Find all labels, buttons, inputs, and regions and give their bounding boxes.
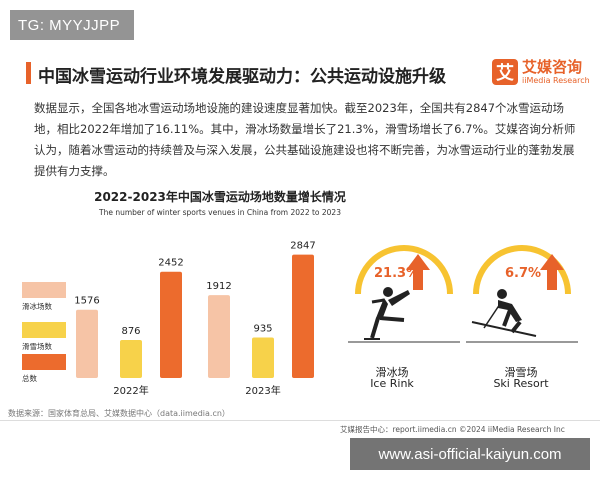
page-title: 中国冰雪运动行业环境发展驱动力：公共运动设施升级 <box>38 67 446 87</box>
arrow-up-icon <box>540 254 564 290</box>
legend-swatch <box>22 282 66 298</box>
ice-rink-growth: 21.3% <box>374 266 420 281</box>
category-label: 2023年 <box>245 384 280 397</box>
bar-chart: 1576 876 2452 2022年 1912 935 2847 2023年 <box>74 241 315 397</box>
ski-resort-label-cn: 滑雪场 <box>504 366 538 379</box>
bar-value-label: 935 <box>253 323 272 334</box>
ski-resort-stat-graphic <box>466 245 578 343</box>
data-source: 数据来源：国家体育总局、艾媒数据中心（data.iimedia.cn） <box>8 409 230 418</box>
bar-2-3 <box>292 254 314 378</box>
ice-rink-stat-graphic <box>348 245 460 343</box>
bar-2-2 <box>252 337 274 378</box>
bar-value-label: 1576 <box>74 296 99 307</box>
skier-icon <box>471 289 537 337</box>
legend-item: 总数 <box>22 354 66 384</box>
bar-1-2 <box>120 340 142 378</box>
legend-label: 滑雪场数 <box>22 342 52 351</box>
footer-credits: 艾媒报告中心：report.iimedia.cn ©2024 iiMedia R… <box>340 425 565 434</box>
bar-1-3 <box>160 271 182 378</box>
brand-logo: 艾 艾媒咨询 iiMedia Research <box>492 59 590 85</box>
ice-skater-icon <box>364 287 410 340</box>
logo-mark-icon: 艾 <box>492 59 518 85</box>
bar-value-label: 1912 <box>206 281 231 292</box>
watermark-top: TG: MYYJJPP <box>10 10 134 40</box>
legend-item: 滑雪场数 <box>22 322 66 352</box>
ice-rink-label-cn: 滑冰场 <box>375 366 409 379</box>
footer-divider <box>0 420 600 421</box>
chart-title: 2022-2023年中国冰雪运动场地数量增长情况 <box>94 190 346 204</box>
legend-swatch <box>22 322 66 338</box>
ski-resort-growth: 6.7% <box>505 266 542 281</box>
legend-item: 滑冰场数 <box>22 282 66 312</box>
title-accent-bar <box>26 62 31 84</box>
legend-swatch <box>22 354 66 370</box>
category-label: 2022年 <box>113 384 148 397</box>
watermark-bottom: www.asi-official-kaiyun.com <box>350 438 590 470</box>
bar-value-label: 2847 <box>290 241 315 252</box>
bar-value-label: 2452 <box>158 258 183 269</box>
bar-2-1 <box>208 295 230 378</box>
ski-resort-label-en: Ski Resort <box>493 377 549 390</box>
bar-value-label: 876 <box>121 326 140 337</box>
arrow-up-icon <box>406 254 430 290</box>
logo-cn: 艾媒咨询 <box>522 57 583 76</box>
logo-text: 艾媒咨询 iiMedia Research <box>522 57 590 85</box>
summary-paragraph: 数据显示，全国各地冰雪运动场地设施的建设速度显著加快。截至2023年，全国共有2… <box>34 101 576 178</box>
bar-1-1 <box>76 309 98 378</box>
ice-rink-label-en: Ice Rink <box>370 377 414 390</box>
ski-resort-ring <box>473 245 571 295</box>
legend-label: 滑冰场数 <box>22 302 52 311</box>
chart-subtitle: The number of winter sports venues in Ch… <box>99 208 341 217</box>
legend-label: 总数 <box>22 374 37 383</box>
logo-en: iiMedia Research <box>522 75 590 85</box>
ice-rink-ring <box>355 245 453 295</box>
